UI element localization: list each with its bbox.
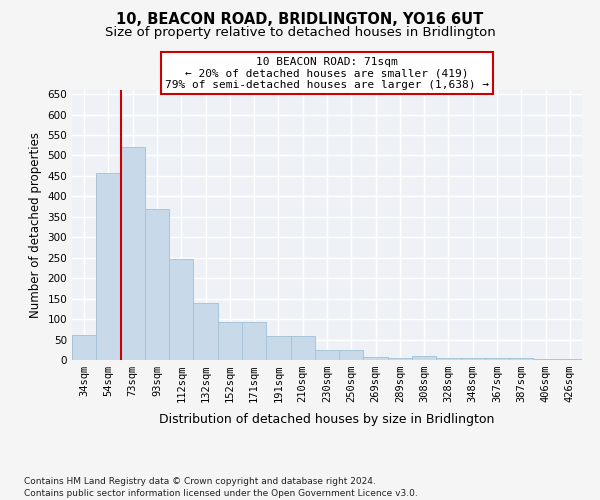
Bar bbox=[290, 336, 315, 360]
Text: Contains HM Land Registry data © Crown copyright and database right 2024.: Contains HM Land Registry data © Crown c… bbox=[24, 478, 376, 486]
Bar bbox=[388, 358, 412, 360]
Bar bbox=[436, 358, 461, 360]
Text: 10, BEACON ROAD, BRIDLINGTON, YO16 6UT: 10, BEACON ROAD, BRIDLINGTON, YO16 6UT bbox=[116, 12, 484, 28]
Bar bbox=[509, 358, 533, 360]
Bar bbox=[145, 208, 169, 360]
Text: Size of property relative to detached houses in Bridlington: Size of property relative to detached ho… bbox=[104, 26, 496, 39]
Bar bbox=[485, 358, 509, 360]
Bar bbox=[266, 336, 290, 360]
Bar bbox=[96, 173, 121, 360]
Bar bbox=[339, 350, 364, 360]
Text: Contains public sector information licensed under the Open Government Licence v3: Contains public sector information licen… bbox=[24, 489, 418, 498]
Bar bbox=[558, 359, 582, 360]
Bar bbox=[72, 334, 96, 360]
X-axis label: Distribution of detached houses by size in Bridlington: Distribution of detached houses by size … bbox=[160, 414, 494, 426]
Bar bbox=[412, 356, 436, 360]
Y-axis label: Number of detached properties: Number of detached properties bbox=[29, 132, 42, 318]
Bar bbox=[193, 302, 218, 360]
Bar bbox=[533, 359, 558, 360]
Bar bbox=[218, 322, 242, 360]
Bar bbox=[364, 356, 388, 360]
Bar bbox=[121, 147, 145, 360]
Bar bbox=[315, 350, 339, 360]
Text: 10 BEACON ROAD: 71sqm
← 20% of detached houses are smaller (419)
79% of semi-det: 10 BEACON ROAD: 71sqm ← 20% of detached … bbox=[165, 57, 489, 90]
Bar bbox=[461, 358, 485, 360]
Bar bbox=[242, 322, 266, 360]
Bar bbox=[169, 259, 193, 360]
